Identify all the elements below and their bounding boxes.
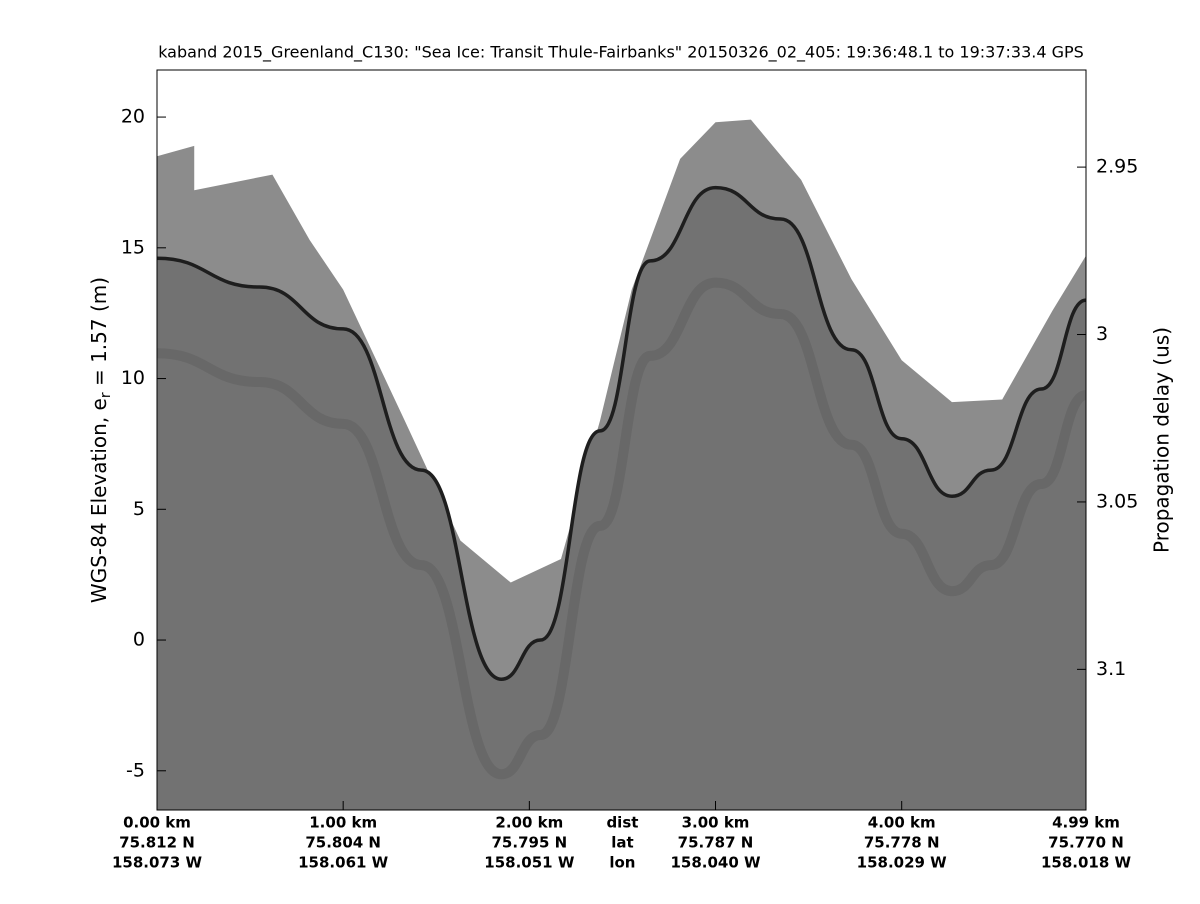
row-label: lon <box>609 854 635 872</box>
row-label: lat <box>611 834 633 852</box>
y2-tick-label: 3 <box>1096 323 1108 345</box>
y2-tick-label: 3.05 <box>1096 490 1138 512</box>
lon-label: 158.029 W <box>857 854 948 872</box>
lat-label: 75.812 N <box>119 834 195 852</box>
y-tick-label: 10 <box>121 367 145 389</box>
lat-label: 75.787 N <box>678 834 754 852</box>
y2-tick-label: 3.1 <box>1096 658 1126 680</box>
lat-label: 75.770 N <box>1048 834 1124 852</box>
subsurface <box>157 187 1086 810</box>
lon-label: 158.018 W <box>1041 854 1132 872</box>
row-label: dist <box>606 814 638 832</box>
lon-label: 158.073 W <box>112 854 203 872</box>
y2-tick-label: 2.95 <box>1096 156 1138 178</box>
y-axis-label: WGS-84 Elevation, er = 1.57 (m) <box>87 277 115 603</box>
x-tick-label: 3.00 km <box>682 814 750 832</box>
lat-label: 75.778 N <box>864 834 940 852</box>
y-tick-label: 15 <box>121 236 145 258</box>
x-tick-label: 4.99 km <box>1052 814 1120 832</box>
y2-axis-label: Propagation delay (us) <box>1150 327 1174 553</box>
x-tick-label: 2.00 km <box>495 814 563 832</box>
axes-box <box>156 69 1087 811</box>
surface-line <box>156 185 1087 682</box>
y-label-subscript: r <box>98 392 114 398</box>
y-tick-label: 0 <box>133 629 145 651</box>
y-tick-label: 5 <box>133 498 145 520</box>
chart-title: kaband 2015_Greenland_C130: "Sea Ice: Tr… <box>158 43 1084 63</box>
lon-label: 158.061 W <box>298 854 389 872</box>
lon-label: 158.040 W <box>670 854 761 872</box>
y-label-text: WGS-84 Elevation, e <box>87 398 111 603</box>
y-label-rest: = 1.57 (m) <box>87 277 111 392</box>
x-tick-label: 4.00 km <box>868 814 936 832</box>
lon-label: 158.051 W <box>484 854 575 872</box>
x-tick-label: 1.00 km <box>309 814 377 832</box>
y-tick-label: 20 <box>121 106 145 128</box>
x-tick-label: 0.00 km <box>123 814 191 832</box>
y-tick-label: -5 <box>126 759 145 781</box>
internal-layer <box>156 277 1088 780</box>
lat-label: 75.795 N <box>492 834 568 852</box>
plot-area <box>156 119 1088 810</box>
lat-label: 75.804 N <box>305 834 381 852</box>
